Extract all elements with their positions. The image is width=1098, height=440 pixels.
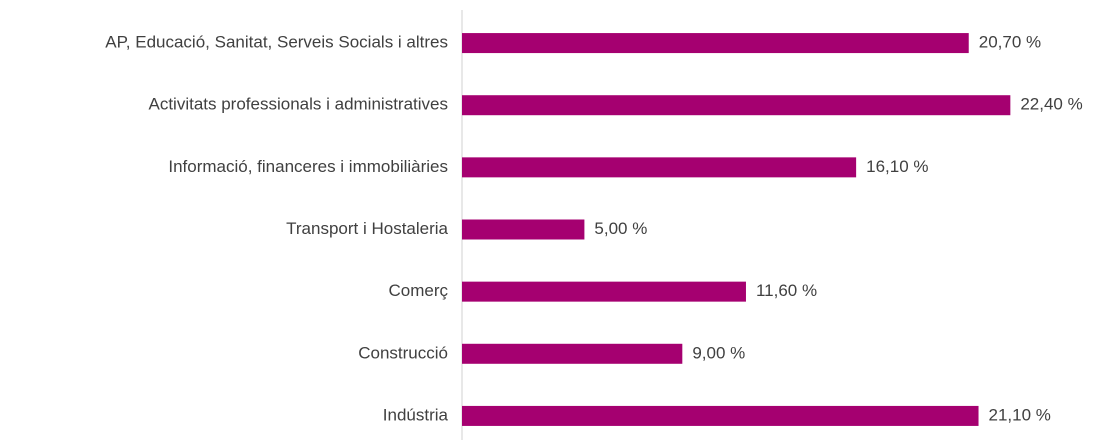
data-label: 20,70 %: [979, 33, 1041, 52]
y-tick-label: Construcció: [358, 343, 448, 362]
y-tick-label: Indústria: [383, 405, 449, 424]
data-label: 11,60 %: [756, 281, 817, 300]
data-label: 5,00 %: [594, 219, 647, 238]
bar: [462, 343, 683, 364]
bar: [462, 33, 969, 54]
y-tick-label: Transport i Hostaleria: [286, 219, 448, 238]
data-label: 16,10 %: [866, 157, 928, 176]
bar: [462, 95, 1011, 116]
data-label: 9,00 %: [692, 343, 745, 362]
data-label: 21,10 %: [989, 405, 1051, 424]
bar: [462, 219, 585, 240]
y-tick-label: Informació, financeres i immobiliàries: [168, 157, 448, 176]
y-tick-label: Activitats professionals i administrativ…: [148, 95, 448, 114]
y-tick-label: Comerç: [388, 281, 448, 300]
data-label: 22,40 %: [1020, 95, 1082, 114]
bar: [462, 405, 979, 426]
y-tick-label: AP, Educació, Sanitat, Serveis Socials i…: [105, 33, 448, 52]
bar: [462, 157, 857, 178]
bar: [462, 281, 746, 302]
